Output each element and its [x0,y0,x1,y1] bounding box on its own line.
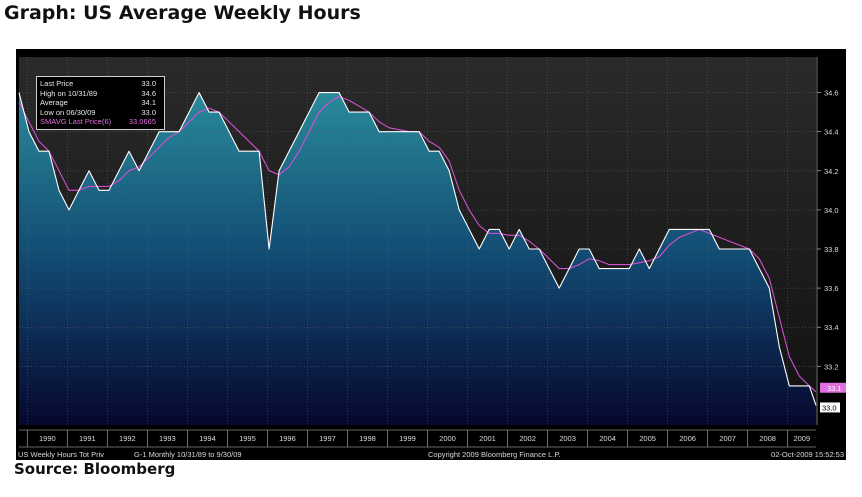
legend-row-smavg: SMAVG Last Price(6) 33.0665 [40,117,160,127]
x-tick-label: 1996 [279,434,296,443]
x-tick-label: 1997 [319,434,336,443]
y-tick-label: 34.4 [824,128,839,137]
x-tick-label: 2004 [599,434,616,443]
y-tick-label: 33.4 [824,323,839,332]
footer-range: G-1 Monthly 10/31/89 to 9/30/09 [134,450,242,459]
x-tick-label: 2000 [439,434,456,443]
footer-series-name: US Weekly Hours Tot Priv [18,450,104,459]
legend-value: 34.1 [141,98,156,107]
last-value-marker-smavg [820,382,846,393]
x-tick-label: 1992 [119,434,136,443]
x-tick-label: 2008 [759,434,776,443]
x-tick-label: 1990 [39,434,56,443]
x-tick-label: 2007 [719,434,736,443]
legend-row-last-price: Last Price 33.0 [40,79,160,89]
last-value-label-smavg: 33.1 [827,384,842,393]
legend-label: Average [40,98,68,107]
legend-label: High on 10/31/89 [40,88,98,98]
y-tick-label: 34.0 [824,206,839,215]
page-title: Graph: US Average Weekly Hours [4,2,361,24]
last-value-label-price: 33.0 [822,403,837,412]
legend-label: Low on 06/30/09 [40,107,96,117]
legend-label: SMAVG Last Price(6) [40,117,112,126]
x-tick-label: 1991 [79,434,96,443]
x-tick-label: 2006 [679,434,696,443]
last-value-marker-price [820,402,840,413]
x-tick-label: 2009 [793,434,810,443]
chart-frame: 34.6 34.4 34.2 34.0 33.8 33.6 33.4 33.2 33.1 33.0… [16,49,846,460]
y-tick-label: 33.6 [824,284,839,293]
legend-value: 33.0665 [128,117,156,126]
series-line-last-price [18,92,817,406]
y-tick-label: 33.2 [824,362,839,371]
x-tick-label: 1995 [239,434,256,443]
y-tick-label: 34.2 [824,167,839,176]
y-tick-label: 34.6 [824,89,839,98]
y-tick-label: 33.8 [824,245,839,254]
footer-timestamp: 02-Oct-2009 15:52:53 [771,450,844,459]
legend-value: 33.0 [141,107,156,117]
x-tick-label: 2003 [559,434,576,443]
legend-row-average: Average 34.1 [40,98,160,108]
chart-legend: Last Price 33.0 High on 10/31/89 34.6 Av… [36,76,165,130]
chart-footer: US Weekly Hours Tot Priv G-1 Monthly 10/… [16,449,846,460]
source-note: Source: Bloomberg [14,460,176,478]
legend-value: 33.0 [141,79,156,88]
chart-svg: 34.6 34.4 34.2 34.0 33.8 33.6 33.4 33.2 33.1 33.0… [18,57,846,448]
legend-row-high: High on 10/31/89 34.6 [40,89,160,99]
x-tick-label: 2002 [519,434,536,443]
x-tick-label: 1994 [199,434,216,443]
x-tick-label: 2005 [639,434,656,443]
x-tick-label: 1998 [359,434,376,443]
legend-label: Last Price [40,79,74,88]
legend-row-low: Low on 06/30/09 33.0 [40,108,160,118]
x-tick-label: 1993 [159,434,176,443]
legend-value: 34.6 [141,88,156,98]
x-tick-label: 1999 [399,434,416,443]
footer-copyright: Copyright 2009 Bloomberg Finance L.P. [428,450,561,459]
x-tick-label: 2001 [479,434,496,443]
series-area-fill [19,92,816,425]
